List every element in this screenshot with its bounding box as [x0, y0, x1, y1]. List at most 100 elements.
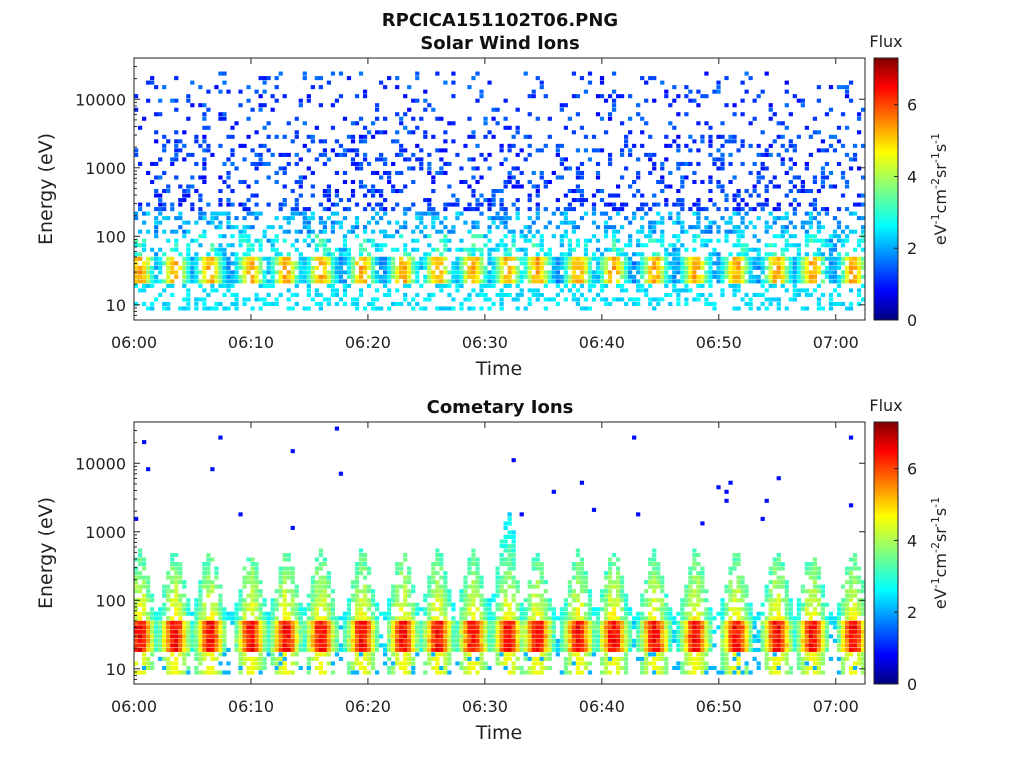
heatmap-cell: [326, 652, 332, 657]
heatmap-cell: [543, 625, 548, 630]
heatmap-cell: [274, 647, 279, 652]
heatmap-cell: [712, 270, 717, 275]
heatmap-cell: [222, 607, 227, 612]
heatmap-cell: [531, 661, 536, 666]
heatmap-cell: [202, 638, 207, 643]
heatmap-cell: [298, 179, 303, 185]
heatmap-cell: [218, 265, 223, 270]
heatmap-cell: [495, 661, 500, 666]
heatmap-cell: [346, 670, 352, 675]
heatmap-cell: [334, 152, 340, 157]
heatmap-cell: [138, 243, 143, 248]
heatmap-cell: [246, 247, 251, 252]
heatmap-cell: [475, 143, 480, 148]
heatmap-cell: [282, 607, 287, 612]
heatmap-cell: [736, 229, 741, 234]
heatmap-cell: [354, 589, 360, 594]
heatmap-cell: [439, 607, 444, 612]
heatmap-cell: [286, 643, 291, 648]
heatmap-cell: [415, 143, 420, 148]
heatmap-cell: [459, 629, 464, 634]
heatmap-cell: [531, 89, 536, 94]
heatmap-cell: [342, 152, 348, 157]
heatmap-cell: [676, 148, 681, 153]
heatmap-cell: [246, 607, 251, 612]
heatmap-cell: [471, 252, 476, 257]
heatmap-cell: [174, 584, 179, 589]
heatmap-cell: [816, 270, 822, 275]
heatmap-cell: [218, 620, 223, 625]
heatmap-cell: [636, 175, 641, 180]
heatmap-cell: [575, 175, 581, 180]
heatmap-cell: [567, 247, 572, 252]
heatmap-cell: [567, 261, 572, 266]
heatmap-cell: [258, 643, 263, 648]
heatmap-cell: [471, 166, 476, 171]
heatmap-cell: [186, 598, 191, 603]
heatmap-cell: [222, 279, 227, 284]
heatmap-cell: [278, 71, 283, 76]
heatmap-cell: [262, 76, 267, 81]
heatmap-cell: [832, 256, 838, 261]
heatmap-cell: [648, 207, 653, 212]
heatmap-cell: [318, 261, 323, 266]
heatmap-cell: [644, 279, 649, 284]
heatmap-cell: [664, 283, 669, 288]
heatmap-cell: [499, 584, 504, 589]
heatmap-cell: [387, 76, 392, 81]
heatmap-cell: [591, 220, 597, 225]
heatmap-cell: [403, 647, 408, 652]
heatmap-cell: [254, 584, 259, 589]
heatmap-cell: [507, 148, 512, 153]
heatmap-cell: [507, 274, 512, 279]
heatmap-cell: [579, 216, 585, 221]
heatmap-cell: [322, 247, 327, 252]
heatmap-cell: [310, 602, 315, 607]
heatmap-cell: [860, 265, 865, 270]
heatmap-cell: [206, 125, 211, 130]
heatmap-cell: [399, 274, 404, 279]
heatmap-cell: [652, 202, 657, 207]
heatmap-cell: [579, 170, 585, 175]
heatmap-cell: [495, 575, 500, 580]
heatmap-cell: [471, 207, 476, 212]
heatmap-cell: [399, 571, 404, 576]
heatmap-cell: [306, 306, 311, 311]
heatmap-cell: [330, 283, 336, 288]
heatmap-cell: [467, 207, 472, 212]
heatmap-cell: [214, 247, 219, 252]
heatmap-cell: [523, 71, 528, 76]
heatmap-cell: [451, 261, 456, 266]
heatmap-cell: [395, 270, 400, 275]
heatmap-cell: [318, 274, 323, 279]
heatmap-cell: [708, 301, 713, 306]
heatmap-cell: [374, 116, 380, 121]
heatmap-cell: [158, 611, 163, 616]
heatmap-cell: [399, 602, 404, 607]
heatmap-cell: [334, 638, 340, 643]
heatmap-cell: [603, 234, 609, 239]
heatmap-cell: [471, 643, 476, 648]
heatmap-cell: [142, 247, 147, 252]
heatmap-cell: [338, 297, 344, 302]
heatmap-cell: [395, 625, 400, 630]
heatmap-cell: [206, 584, 211, 589]
heatmap-cell: [166, 647, 171, 652]
heatmap-cell: [752, 261, 757, 266]
solar-wind-colorbar-units: eV-1cm-2sr-1s-1: [929, 133, 950, 245]
heatmap-cell: [599, 94, 605, 99]
heatmap-cell: [499, 543, 504, 549]
heatmap-cell: [286, 274, 291, 279]
heatmap-cell: [411, 625, 416, 630]
heatmap-cell: [527, 256, 532, 261]
heatmap-cell: [138, 548, 143, 553]
heatmap-cell: [636, 243, 641, 248]
heatmap-cell: [407, 647, 412, 652]
heatmap-cell: [403, 652, 408, 657]
heatmap-cell: [772, 256, 777, 261]
heatmap-cell: [583, 134, 589, 139]
heatmap-cell: [374, 638, 380, 643]
heatmap-cell: [856, 292, 862, 297]
heatmap-cell: [419, 148, 424, 153]
heatmap-cell: [407, 625, 412, 630]
